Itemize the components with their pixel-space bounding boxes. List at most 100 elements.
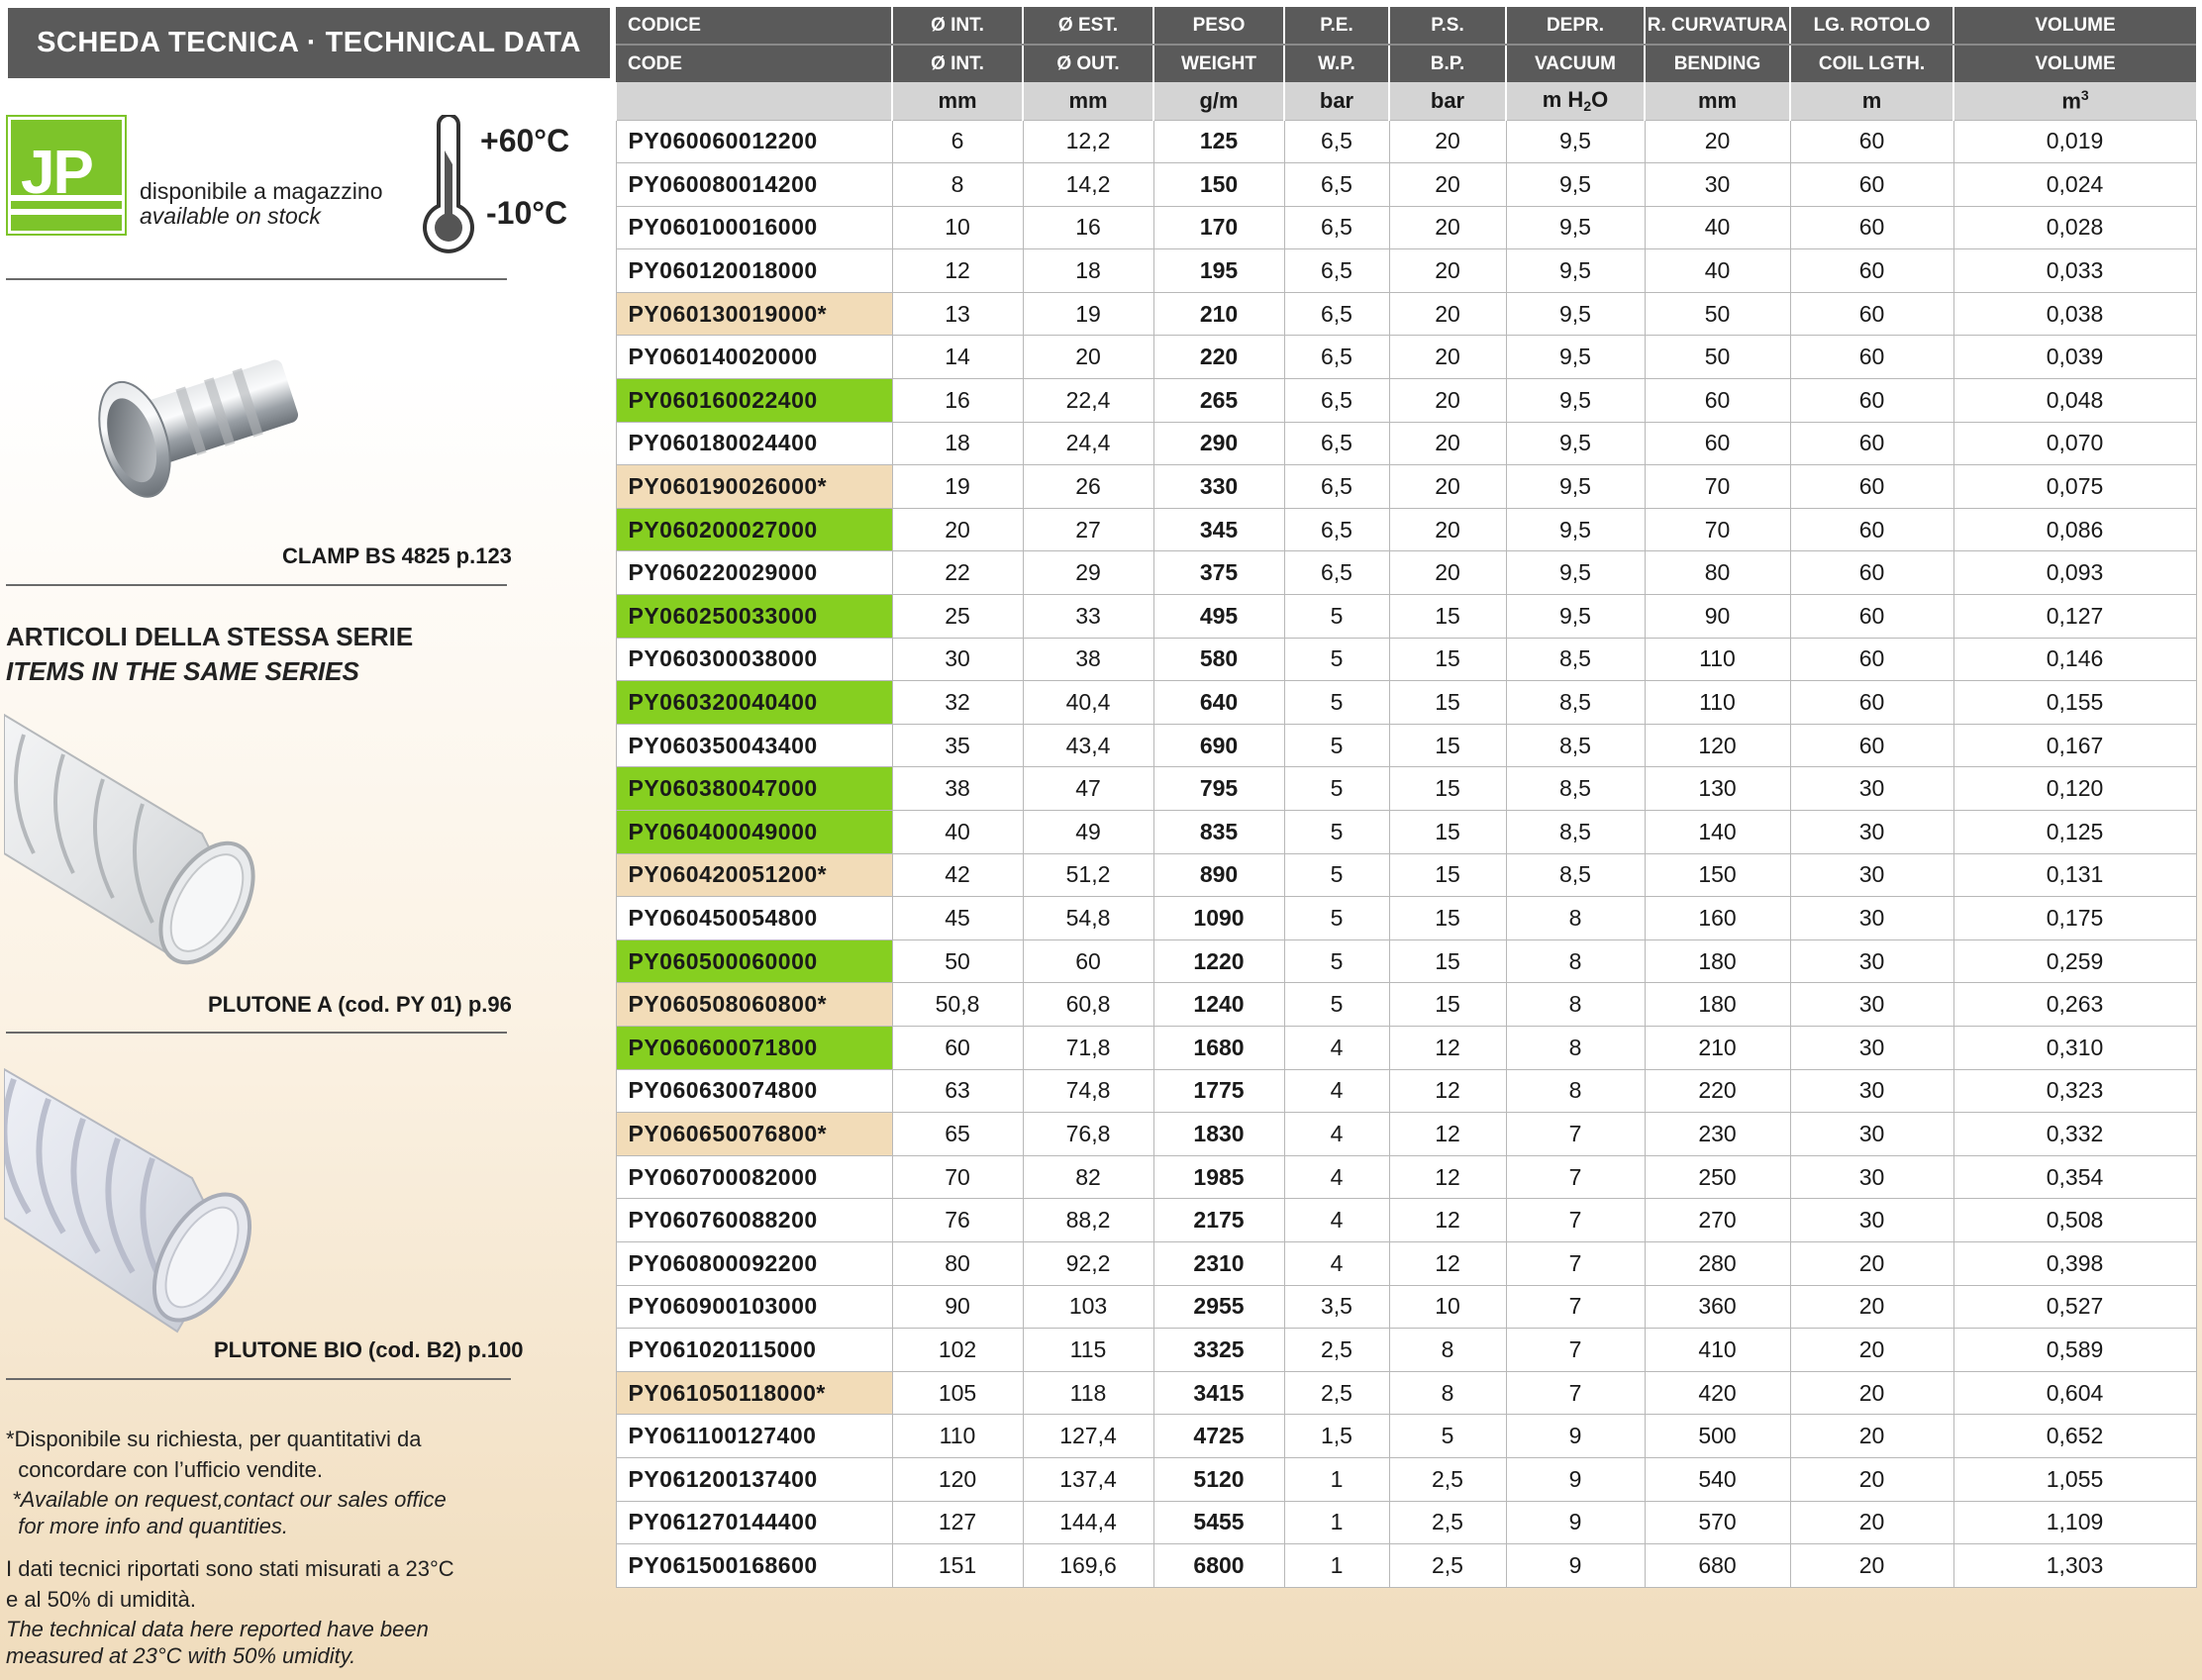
bending-radius-cell: 50	[1644, 335, 1791, 380]
outer-diameter-cell: 71,8	[1022, 1025, 1154, 1070]
bending-radius-cell: 280	[1644, 1240, 1791, 1286]
table-row: PY060350043400 35 43,4 690 5 15 8,5 120 60 0,167	[615, 723, 2197, 768]
vacuum-cell: 8	[1505, 1025, 1646, 1070]
weight-cell: 4725	[1152, 1414, 1285, 1458]
code-cell: PY061270144400	[615, 1500, 893, 1545]
weight-cell: 2310	[1152, 1240, 1285, 1286]
volume-cell: 0,127	[1952, 594, 2197, 639]
coil-length-cell: 30	[1789, 1154, 1954, 1200]
outer-diameter-cell: 40,4	[1022, 680, 1154, 725]
weight-cell: 495	[1152, 594, 1285, 639]
vacuum-cell: 7	[1505, 1198, 1646, 1242]
vacuum-cell: 9,5	[1505, 291, 1646, 337]
code-cell: PY060190026000*	[615, 464, 893, 509]
table-row: PY060250033000 25 33 495 5 15 9,5 90 60 0,127	[615, 594, 2197, 639]
unit-volume: m3	[1952, 82, 2196, 120]
inner-diameter-cell: 102	[891, 1328, 1024, 1372]
bending-radius-cell: 500	[1644, 1414, 1791, 1458]
inner-diameter-cell: 38	[891, 766, 1024, 811]
table-row: PY060760088200 76 88,2 2175 4 12 7 270 30 0,508	[615, 1198, 2197, 1242]
vacuum-cell: 7	[1505, 1240, 1646, 1286]
outer-diameter-cell: 49	[1022, 810, 1154, 854]
code-cell: PY060350043400	[615, 723, 893, 768]
code-cell: PY060800092200	[615, 1240, 893, 1286]
burst-pressure-cell: 15	[1388, 680, 1507, 725]
coil-length-cell: 60	[1789, 162, 1954, 207]
coil-length-cell: 60	[1789, 550, 1954, 596]
inner-diameter-cell: 120	[891, 1456, 1024, 1502]
table-row: PY060080014200 8 14,2 150 6,5 20 9,5 30 60 0,024	[615, 162, 2197, 207]
bending-radius-cell: 360	[1644, 1284, 1791, 1330]
weight-cell: 2955	[1152, 1284, 1285, 1330]
working-pressure-cell: 1	[1283, 1543, 1390, 1588]
note-line: I dati tecnici riportati sono stati misu…	[6, 1556, 454, 1581]
working-pressure-cell: 6,5	[1283, 507, 1390, 552]
coil-length-cell: 20	[1789, 1240, 1954, 1286]
working-pressure-cell: 4	[1283, 1025, 1390, 1070]
outer-diameter-cell: 74,8	[1022, 1068, 1154, 1114]
vacuum-cell: 9,5	[1505, 378, 1646, 423]
inner-diameter-cell: 105	[891, 1370, 1024, 1416]
burst-pressure-cell: 5	[1388, 1414, 1507, 1458]
col-header-vacuum-it: DEPR.	[1505, 7, 1645, 46]
burst-pressure-cell: 15	[1388, 637, 1507, 682]
working-pressure-cell: 4	[1283, 1240, 1390, 1286]
divider	[6, 584, 507, 586]
burst-pressure-cell: 2,5	[1388, 1500, 1507, 1545]
volume-cell: 0,323	[1952, 1068, 2197, 1114]
weight-cell: 330	[1152, 464, 1285, 509]
code-cell: PY060200027000	[615, 507, 893, 552]
coil-length-cell: 20	[1789, 1328, 1954, 1372]
working-pressure-cell: 4	[1283, 1068, 1390, 1114]
coil-length-cell: 60	[1789, 723, 1954, 768]
vacuum-cell: 9,5	[1505, 421, 1646, 466]
outer-diameter-cell: 60	[1022, 939, 1154, 984]
burst-pressure-cell: 2,5	[1388, 1456, 1507, 1502]
weight-cell: 890	[1152, 852, 1285, 898]
inner-diameter-cell: 10	[891, 205, 1024, 250]
table-row: PY061200137400 120 137,4 5120 1 2,5 9 540 20 1,05…	[615, 1456, 2197, 1502]
bending-radius-cell: 540	[1644, 1456, 1791, 1502]
burst-pressure-cell: 12	[1388, 1154, 1507, 1200]
vacuum-cell: 8	[1505, 1068, 1646, 1114]
coil-length-cell: 20	[1789, 1543, 1954, 1588]
volume-cell: 0,120	[1952, 766, 2197, 811]
jp-stock-logo: JP	[6, 115, 127, 236]
table-row: PY060120018000 12 18 195 6,5 20 9,5 40 60 0,033	[615, 248, 2197, 293]
bending-radius-cell: 250	[1644, 1154, 1791, 1200]
inner-diameter-cell: 90	[891, 1284, 1024, 1330]
bending-radius-cell: 160	[1644, 896, 1791, 940]
table-row: PY060160022400 16 22,4 265 6,5 20 9,5 60 60 0,048	[615, 378, 2197, 423]
volume-cell: 0,024	[1952, 162, 2197, 207]
divider	[6, 278, 507, 280]
volume-cell: 0,310	[1952, 1025, 2197, 1070]
note-line: *Disponibile su richiesta, per quantitat…	[6, 1427, 422, 1451]
col-header-int-en: Ø INT.	[891, 45, 1023, 82]
code-cell: PY061020115000	[615, 1328, 893, 1372]
volume-cell: 0,155	[1952, 680, 2197, 725]
weight-cell: 345	[1152, 507, 1285, 552]
burst-pressure-cell: 15	[1388, 982, 1507, 1027]
code-cell: PY061500168600	[615, 1543, 893, 1588]
plutone-bio-hose-image	[4, 1067, 252, 1334]
weight-cell: 150	[1152, 162, 1285, 207]
code-cell: PY060630074800	[615, 1068, 893, 1114]
code-cell: PY060700082000	[615, 1154, 893, 1200]
inner-diameter-cell: 8	[891, 162, 1024, 207]
bending-radius-cell: 270	[1644, 1198, 1791, 1242]
col-header-out-it: Ø EST.	[1022, 7, 1153, 46]
coil-length-cell: 60	[1789, 248, 1954, 293]
code-cell: PY060400049000	[615, 810, 893, 854]
burst-pressure-cell: 15	[1388, 896, 1507, 940]
working-pressure-cell: 6,5	[1283, 378, 1390, 423]
inner-diameter-cell: 45	[891, 896, 1024, 940]
vacuum-cell: 8	[1505, 896, 1646, 940]
working-pressure-cell: 5	[1283, 852, 1390, 898]
table-row: PY060200027000 20 27 345 6,5 20 9,5 70 60 0,086	[615, 507, 2197, 552]
vacuum-cell: 8	[1505, 939, 1646, 984]
unit-vacuum-sub: 2	[1583, 98, 1592, 115]
inner-diameter-cell: 25	[891, 594, 1024, 639]
col-header-bend-en: BENDING	[1644, 45, 1790, 82]
col-header-volume-en: VOLUME	[1952, 45, 2196, 82]
bending-radius-cell: 130	[1644, 766, 1791, 811]
